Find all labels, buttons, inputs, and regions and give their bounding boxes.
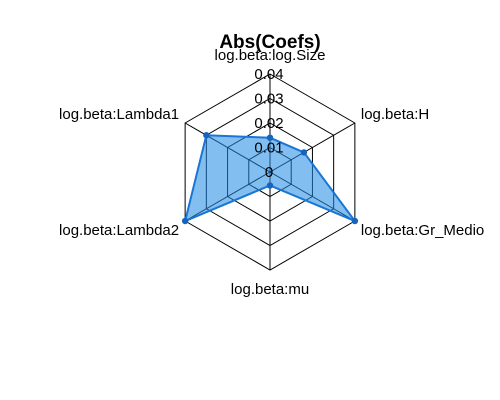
axis-label-1: log.beta:H [361, 106, 429, 123]
axis-label-2: log.beta:Gr_Medio [361, 222, 484, 239]
tick-label-0: 0 [265, 164, 273, 181]
data-point-2 [351, 217, 359, 225]
radar-series [181, 132, 359, 225]
radar-tick-labels: 0 0.01 0.02 0.03 0.04 [254, 66, 283, 181]
radar-axis-labels: log.beta:log.Size log.beta:H log.beta:Gr_M… [59, 47, 484, 298]
axis-label-5: log.beta:Lambda1 [59, 106, 179, 123]
tick-label-1: 0.01 [254, 140, 283, 157]
tick-label-3: 0.03 [254, 91, 283, 108]
data-point-3 [266, 182, 274, 189]
data-point-1 [300, 149, 308, 156]
data-point-4 [181, 217, 189, 225]
chart-title: Abs(Coefs) [219, 32, 320, 53]
axis-label-4: log.beta:Lambda2 [59, 222, 179, 239]
axis-label-0: log.beta:log.Size [215, 47, 326, 64]
data-point-0 [266, 134, 274, 141]
tick-label-2: 0.02 [254, 115, 283, 132]
data-point-5 [203, 132, 210, 139]
tick-label-4: 0.04 [254, 66, 283, 83]
axis-label-3: log.beta:mu [231, 281, 309, 298]
